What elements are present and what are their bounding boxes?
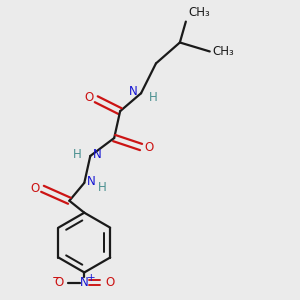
Text: O: O	[105, 276, 115, 290]
Text: +: +	[87, 272, 95, 283]
Text: H: H	[148, 91, 157, 104]
Text: H: H	[73, 148, 81, 161]
Text: CH₃: CH₃	[213, 45, 235, 58]
Text: N: N	[87, 175, 96, 188]
Text: N: N	[129, 85, 138, 98]
Text: N: N	[93, 148, 102, 161]
Text: O: O	[30, 182, 40, 195]
Text: O: O	[54, 276, 63, 290]
Text: −: −	[52, 271, 61, 284]
Text: CH₃: CH₃	[189, 6, 211, 19]
Text: O: O	[84, 91, 93, 104]
Text: O: O	[144, 140, 153, 154]
Text: N: N	[80, 276, 89, 290]
Text: H: H	[98, 181, 106, 194]
